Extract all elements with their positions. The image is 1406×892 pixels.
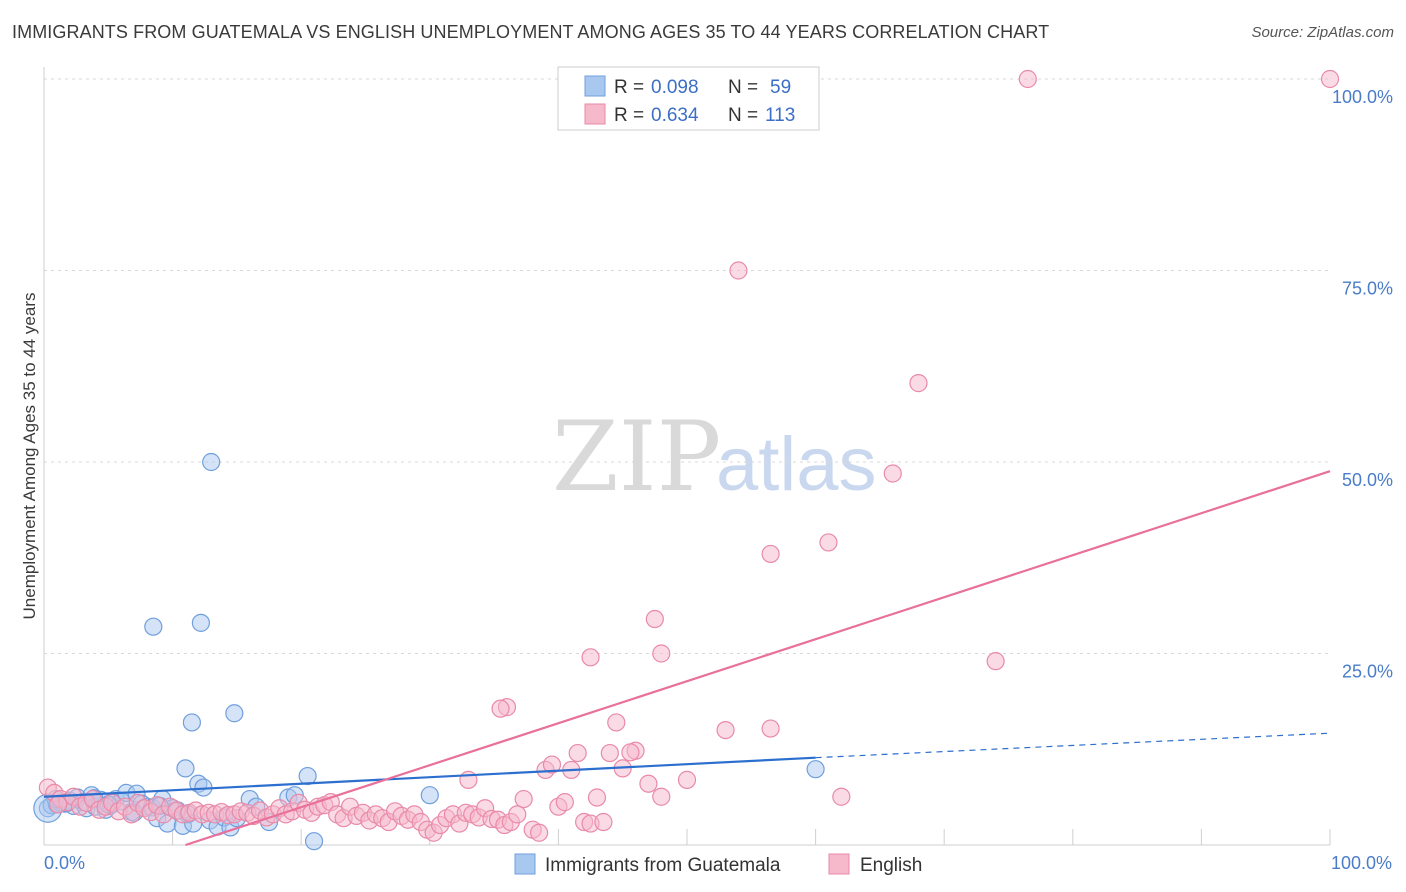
y-tick-labels: 25.0% 50.0% 75.0% 100.0% <box>1332 87 1393 682</box>
y-tick-label-100: 100.0% <box>1332 87 1393 107</box>
y-tick-label-50: 50.0% <box>1342 470 1393 490</box>
english-point <box>645 609 664 629</box>
guatemala-point <box>420 786 439 805</box>
stats-legend-r-label-1: R = <box>614 77 644 98</box>
trend-line-guatemala-extension <box>815 732 1331 759</box>
y-axis-label: Unemployment Among Ages 35 to 44 years <box>20 293 39 620</box>
english-point <box>491 699 510 718</box>
english-point <box>883 464 902 483</box>
english-point <box>530 823 549 842</box>
english-point <box>1018 69 1037 89</box>
series-legend: Immigrants from Guatemala English <box>514 853 922 876</box>
trend-lines <box>43 470 1331 847</box>
english-point <box>581 648 600 667</box>
english-point <box>568 743 587 763</box>
english-point <box>600 743 619 763</box>
guatemala-point <box>176 759 195 778</box>
legend-swatch-english <box>828 853 850 875</box>
guatemala-point <box>182 713 201 732</box>
guatemala-point <box>191 613 210 632</box>
english-point <box>514 789 533 809</box>
english-point <box>49 795 68 814</box>
legend-label-english: English <box>860 855 922 876</box>
stats-legend-r-value-2: 0.634 <box>651 105 699 126</box>
watermark-zip: ZIP <box>552 401 721 513</box>
stats-legend-n-value-1: 59 <box>770 77 791 98</box>
watermark-atlas: atlas <box>716 422 877 507</box>
guatemala-point <box>304 832 324 851</box>
english-point <box>652 644 671 663</box>
english-point <box>639 774 658 793</box>
english-point <box>761 719 780 738</box>
english-point <box>729 261 748 280</box>
guatemala-point <box>298 766 317 786</box>
stats-legend-r-label-2: R = <box>614 105 644 126</box>
legend-label-guatemala: Immigrants from Guatemala <box>545 855 781 876</box>
stats-legend-n-label-1: N = <box>728 77 758 98</box>
english-point <box>677 770 697 789</box>
english-point <box>819 533 838 552</box>
english-point <box>652 787 671 806</box>
legend-swatch-guatemala <box>514 853 536 875</box>
stats-legend-n-label-2: N = <box>728 105 758 126</box>
guatemala-point <box>144 617 163 636</box>
english-point <box>716 720 735 740</box>
y-tick-label-75: 75.0% <box>1342 279 1393 299</box>
series-english <box>38 69 1340 842</box>
english-point <box>508 805 527 824</box>
stats-legend-r-value-1: 0.098 <box>651 77 699 98</box>
english-point <box>621 743 640 762</box>
english-point <box>607 713 626 732</box>
y-tick-label-25: 25.0% <box>1342 662 1393 682</box>
chart-title: IMMIGRANTS FROM GUATEMALA VS ENGLISH UNE… <box>12 22 1050 42</box>
x-tick-label-max: 100.0% <box>1331 853 1392 873</box>
english-point <box>761 544 780 564</box>
english-point <box>555 793 574 812</box>
guatemala-point <box>202 452 221 472</box>
trend-line-guatemala <box>43 756 816 798</box>
trend-line-english <box>185 470 1331 847</box>
stats-legend-n-value-2: 113 <box>765 105 795 126</box>
english-point <box>909 374 928 393</box>
english-point <box>542 755 562 774</box>
english-point <box>986 652 1005 671</box>
stats-legend: R = 0.098 N = 59 R = 0.634 N = 113 <box>557 66 820 131</box>
gridlines <box>44 78 1330 654</box>
guatemala-point <box>225 704 244 723</box>
guatemala-point <box>806 760 825 779</box>
english-point <box>594 812 613 832</box>
stats-legend-swatch-pink <box>584 103 606 125</box>
source-credit: Source: ZipAtlas.com <box>1251 24 1394 41</box>
english-point <box>587 788 607 807</box>
stats-legend-swatch-blue <box>584 75 606 97</box>
english-point <box>1320 69 1340 89</box>
x-tick-label-min: 0.0% <box>44 853 85 873</box>
english-point <box>832 787 851 806</box>
